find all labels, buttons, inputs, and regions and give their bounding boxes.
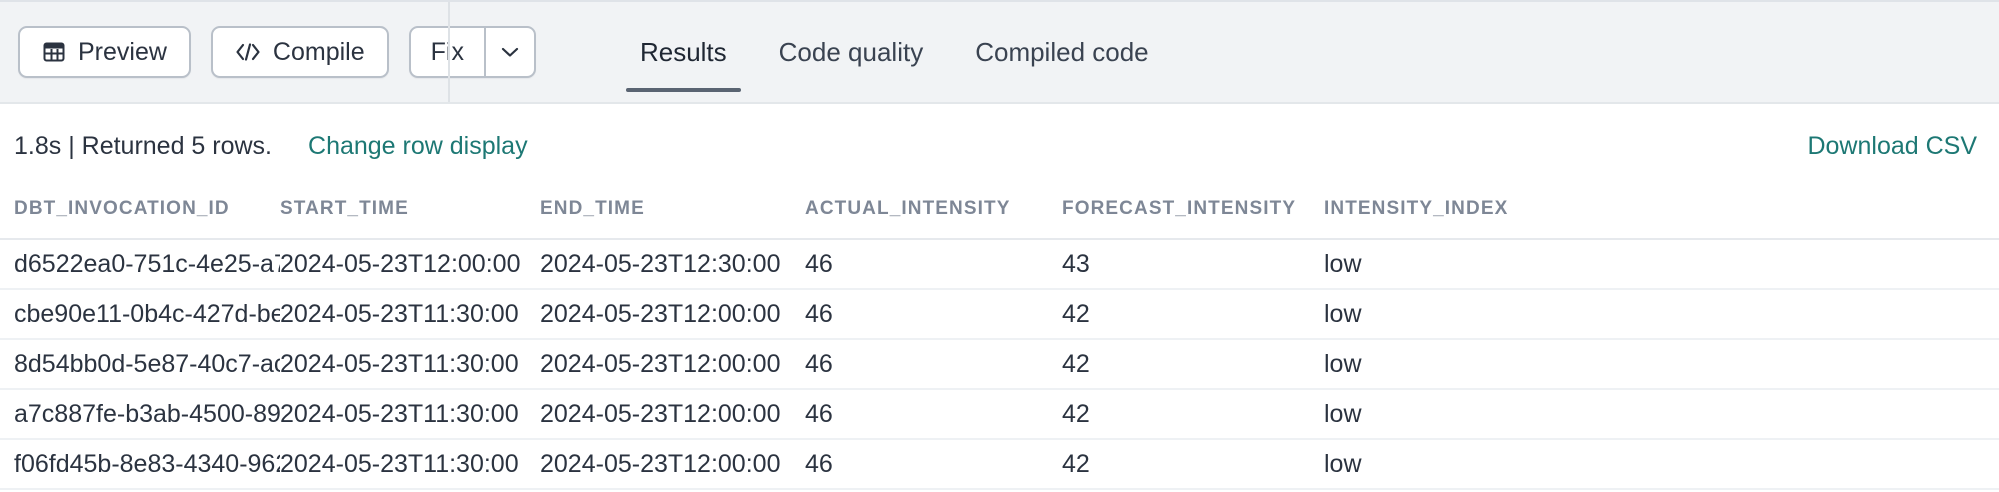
cell-dbt-invocation-id: a7c887fe-b3ab-4500-89d2-585… xyxy=(0,389,280,440)
tab-code-quality[interactable]: Code quality xyxy=(753,2,950,102)
fix-button-label: Fix xyxy=(431,38,464,67)
cell-end-time: 2024-05-23T12:30:00 xyxy=(540,239,805,290)
cell-actual-intensity: 46 xyxy=(805,389,1062,440)
cell-dbt-invocation-id: f06fd45b-8e83-4340-962a-795… xyxy=(0,439,280,490)
column-header-end-time[interactable]: END_TIME xyxy=(540,188,805,240)
compile-button-label: Compile xyxy=(272,37,365,66)
change-row-display-link[interactable]: Change row display xyxy=(308,131,528,160)
cell-actual-intensity: 46 xyxy=(805,439,1062,490)
tab-compiled-code-label: Compiled code xyxy=(975,36,1149,67)
download-csv-link[interactable]: Download CSV xyxy=(1807,131,1977,160)
fix-split-button: Fix xyxy=(408,26,536,78)
preview-button[interactable]: Preview xyxy=(18,26,191,78)
table-row[interactable]: 8d54bb0d-5e87-40c7-ac29-39…2024-05-23T11… xyxy=(0,339,1999,390)
table-row[interactable]: d6522ea0-751c-4e25-a748-223…2024-05-23T1… xyxy=(0,239,1999,290)
cell-value: d6522ea0-751c-4e25-a748-223… xyxy=(14,249,280,278)
toolbar-divider xyxy=(448,2,450,102)
cell-forecast-intensity: 43 xyxy=(1062,239,1324,290)
cell-actual-intensity: 46 xyxy=(805,239,1062,290)
cell-value: f06fd45b-8e83-4340-962a-795… xyxy=(14,449,280,478)
toolbar-button-group: Preview Compile Fix xyxy=(18,26,536,78)
results-table-head: DBT_INVOCATION_ID START_TIME END_TIME AC… xyxy=(0,188,1999,240)
tab-results-label: Results xyxy=(639,36,727,67)
editor-toolbar: Preview Compile Fix xyxy=(0,0,1999,104)
cell-dbt-invocation-id: d6522ea0-751c-4e25-a748-223… xyxy=(0,239,280,290)
tab-results[interactable]: Results xyxy=(614,2,753,102)
preview-button-label: Preview xyxy=(78,37,167,66)
cell-forecast-intensity: 42 xyxy=(1062,389,1324,440)
cell-dbt-invocation-id: cbe90e11-0b4c-427d-be85-32… xyxy=(0,289,280,340)
cell-value: 8d54bb0d-5e87-40c7-ac29-39… xyxy=(14,349,280,378)
table-header-row: DBT_INVOCATION_ID START_TIME END_TIME AC… xyxy=(0,188,1999,240)
results-tabs: Results Code quality Compiled code xyxy=(614,2,1175,102)
cell-dbt-invocation-id: 8d54bb0d-5e87-40c7-ac29-39… xyxy=(0,339,280,390)
tab-code-quality-label: Code quality xyxy=(778,36,924,67)
fix-button[interactable]: Fix xyxy=(411,28,484,76)
results-table: DBT_INVOCATION_ID START_TIME END_TIME AC… xyxy=(0,188,1999,490)
column-header-actual-intensity[interactable]: ACTUAL_INTENSITY xyxy=(805,188,1062,240)
column-header-dbt-invocation-id[interactable]: DBT_INVOCATION_ID xyxy=(0,188,280,240)
table-row[interactable]: f06fd45b-8e83-4340-962a-795…2024-05-23T1… xyxy=(0,439,1999,490)
results-table-body: d6522ea0-751c-4e25-a748-223…2024-05-23T1… xyxy=(0,239,1999,490)
cell-intensity-index: low xyxy=(1324,439,1999,490)
cell-actual-intensity: 46 xyxy=(805,339,1062,390)
cell-end-time: 2024-05-23T12:00:00 xyxy=(540,389,805,440)
table-row[interactable]: a7c887fe-b3ab-4500-89d2-585…2024-05-23T1… xyxy=(0,389,1999,440)
cell-end-time: 2024-05-23T12:00:00 xyxy=(540,339,805,390)
cell-forecast-intensity: 42 xyxy=(1062,439,1324,490)
query-summary: 1.8s | Returned 5 rows. xyxy=(14,131,273,160)
cell-forecast-intensity: 42 xyxy=(1062,289,1324,340)
cell-start-time: 2024-05-23T11:30:00 xyxy=(280,389,540,440)
code-brackets-icon xyxy=(235,41,261,63)
cell-end-time: 2024-05-23T12:00:00 xyxy=(540,289,805,340)
cell-intensity-index: low xyxy=(1324,239,1999,290)
cell-start-time: 2024-05-23T12:00:00 xyxy=(280,239,540,290)
column-header-intensity-index[interactable]: INTENSITY_INDEX xyxy=(1324,188,1999,240)
table-row[interactable]: cbe90e11-0b4c-427d-be85-32…2024-05-23T11… xyxy=(0,289,1999,340)
cell-start-time: 2024-05-23T11:30:00 xyxy=(280,289,540,340)
cell-intensity-index: low xyxy=(1324,389,1999,440)
fix-dropdown-toggle[interactable] xyxy=(483,28,534,76)
chevron-down-icon xyxy=(500,45,520,59)
table-grid-icon xyxy=(42,40,66,64)
column-header-start-time[interactable]: START_TIME xyxy=(280,188,540,240)
cell-intensity-index: low xyxy=(1324,289,1999,340)
cell-forecast-intensity: 42 xyxy=(1062,339,1324,390)
column-header-forecast-intensity[interactable]: FORECAST_INTENSITY xyxy=(1062,188,1324,240)
cell-intensity-index: low xyxy=(1324,339,1999,390)
compile-button[interactable]: Compile xyxy=(210,26,389,78)
tab-compiled-code[interactable]: Compiled code xyxy=(949,2,1174,102)
cell-actual-intensity: 46 xyxy=(805,289,1062,340)
cell-value: cbe90e11-0b4c-427d-be85-32… xyxy=(14,299,280,328)
cell-start-time: 2024-05-23T11:30:00 xyxy=(280,439,540,490)
status-left-group: 1.8s | Returned 5 rows. Change row displ… xyxy=(14,132,528,161)
results-status-bar: 1.8s | Returned 5 rows. Change row displ… xyxy=(0,104,1999,188)
cell-start-time: 2024-05-23T11:30:00 xyxy=(280,339,540,390)
cell-value: a7c887fe-b3ab-4500-89d2-585… xyxy=(14,399,280,428)
cell-end-time: 2024-05-23T12:00:00 xyxy=(540,439,805,490)
